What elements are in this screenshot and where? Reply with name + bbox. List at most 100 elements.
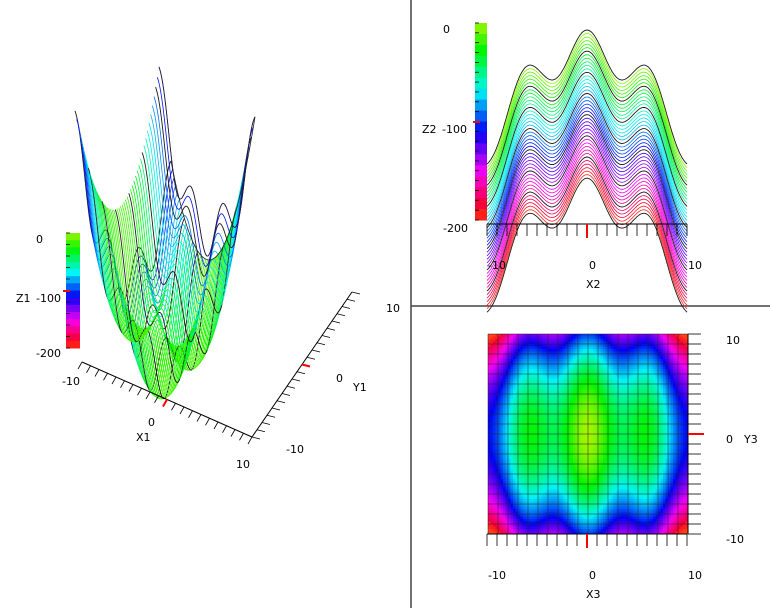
- heatmap-cell: [603, 516, 606, 520]
- y1-axis-tick: [266, 414, 276, 418]
- heatmap-cell: [543, 424, 546, 427]
- heatmap-cell: [565, 471, 569, 475]
- x1-axis-tick: [103, 373, 108, 381]
- heatmap-cell: [513, 396, 516, 400]
- heatmap-cell: [588, 404, 591, 407]
- heatmap-cell: [543, 406, 546, 410]
- heatmap-cell: [523, 381, 526, 385]
- heatmap-cell: [523, 341, 526, 345]
- heatmap-cell: [605, 441, 609, 445]
- heatmap-cell: [575, 416, 579, 420]
- heatmap-cell: [540, 529, 544, 532]
- heatmap-cell: [630, 439, 634, 442]
- heatmap-cell: [593, 489, 596, 492]
- heatmap-cell: [608, 434, 611, 437]
- heatmap-cell: [500, 501, 504, 505]
- heatmap-cell: [493, 346, 496, 350]
- heatmap-cell: [530, 414, 534, 417]
- heatmap-cell: [498, 481, 501, 485]
- heatmap-cell: [488, 456, 491, 460]
- heatmap-cell: [488, 366, 491, 370]
- heatmap-cell: [625, 456, 629, 460]
- heatmap-cell: [525, 496, 529, 500]
- heatmap-cell: [553, 394, 556, 397]
- heatmap-cell: [498, 404, 501, 407]
- heatmap-cell: [593, 446, 596, 450]
- heatmap-cell: [560, 349, 564, 352]
- heatmap-cell: [538, 351, 541, 355]
- heatmap-cell: [545, 371, 549, 375]
- heatmap-cell: [595, 426, 599, 430]
- heatmap-cell: [593, 466, 596, 470]
- heatmap-cell: [613, 441, 616, 445]
- heatmap-cell: [500, 384, 504, 387]
- heatmap-cell: [563, 479, 566, 482]
- heatmap-cell: [540, 404, 544, 407]
- heatmap-cell: [583, 424, 586, 427]
- x1-axis-tick: [188, 410, 193, 418]
- heatmap-cell: [618, 376, 621, 380]
- heatmap-cell: [505, 411, 509, 415]
- heatmap-cell: [548, 359, 551, 362]
- z1-colorbar-band: [66, 297, 80, 306]
- heatmap-cell: [598, 409, 601, 412]
- heatmap-cell: [503, 344, 506, 347]
- heatmap-cell: [533, 456, 536, 460]
- heatmap-cell: [580, 376, 584, 380]
- heatmap-cell: [523, 394, 526, 397]
- heatmap-cell: [493, 499, 496, 502]
- heatmap-cell: [585, 361, 589, 365]
- heatmap-cell: [520, 529, 524, 532]
- heatmap-cell: [555, 334, 559, 337]
- heatmap-cell: [518, 344, 521, 347]
- heatmap-cell: [548, 366, 551, 370]
- heatmap-cell: [553, 456, 556, 460]
- heatmap-cell: [593, 344, 596, 347]
- heatmap-cell: [510, 531, 514, 534]
- heatmap-cell: [590, 491, 594, 495]
- heatmap-cell: [615, 376, 619, 380]
- heatmap-cell: [525, 524, 529, 527]
- heatmap-cell: [563, 371, 566, 375]
- heatmap-cell: [618, 444, 621, 447]
- heatmap-cell: [503, 399, 506, 402]
- heatmap-cell: [555, 519, 559, 522]
- heatmap-cell: [528, 381, 531, 385]
- heatmap-cell: [488, 479, 491, 482]
- heatmap-cell: [603, 361, 606, 365]
- heatmap-cell: [510, 451, 514, 455]
- heatmap-cell: [600, 506, 604, 510]
- heatmap-cell: [628, 341, 631, 345]
- heatmap-cell: [608, 441, 611, 445]
- heatmap-cell: [600, 386, 604, 390]
- heatmap-cell: [580, 529, 584, 532]
- heatmap-cell: [590, 431, 594, 435]
- heatmap-cell: [633, 464, 636, 467]
- heatmap-cell: [618, 531, 621, 534]
- heatmap-cell: [528, 399, 531, 402]
- heatmap-cell: [513, 376, 516, 380]
- heatmap-cell: [585, 411, 589, 415]
- heatmap-cell: [525, 421, 529, 425]
- heatmap-cell: [538, 519, 541, 522]
- heatmap-cell: [548, 349, 551, 352]
- heatmap-cell: [533, 411, 536, 415]
- heatmap-cell: [628, 481, 631, 485]
- heatmap-cell: [578, 354, 581, 357]
- heatmap-cell: [530, 496, 534, 500]
- heatmap-cell: [603, 374, 606, 377]
- heatmap-cell: [588, 349, 591, 352]
- heatmap-cell: [533, 531, 536, 534]
- heatmap-cell: [628, 529, 631, 532]
- heatmap-cell: [518, 494, 521, 497]
- heatmap-cell: [503, 341, 506, 345]
- heatmap-cell: [593, 369, 596, 372]
- heatmap-cell: [508, 446, 511, 450]
- heatmap-cell: [565, 481, 569, 485]
- heatmap-cell: [600, 446, 604, 450]
- heatmap-cell: [543, 334, 546, 337]
- heatmap-cell: [530, 439, 534, 442]
- heatmap-cell: [490, 501, 494, 505]
- heatmap-cell: [575, 369, 579, 372]
- heatmap-cell: [503, 376, 506, 380]
